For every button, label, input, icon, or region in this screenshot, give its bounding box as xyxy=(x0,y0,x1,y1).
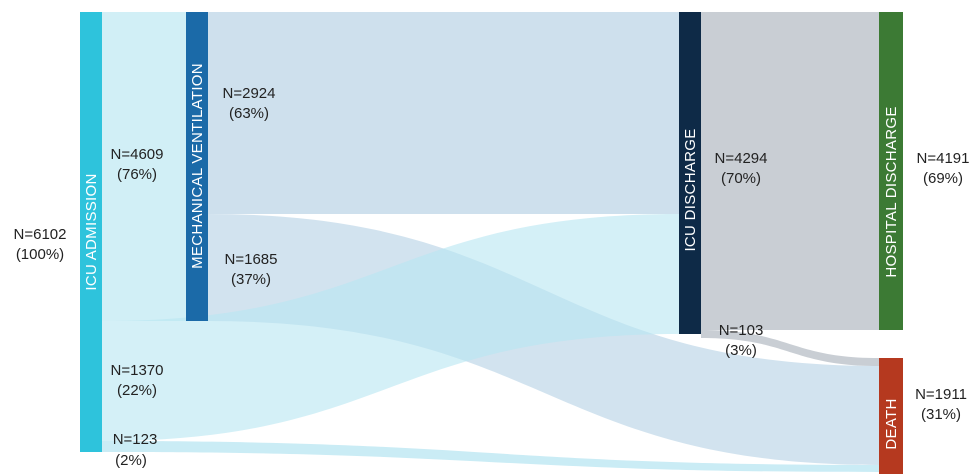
flow-admission-to-icu-discharge xyxy=(102,214,679,441)
admission-count: N=6102 xyxy=(14,226,67,243)
ventilation-to-icu-discharge-count: N=2924 xyxy=(223,85,276,102)
icu-discharge-to-death-pct: (3%) xyxy=(725,342,757,359)
flow-bands xyxy=(102,12,879,472)
flow-ventilation-to-icu-discharge xyxy=(208,12,679,214)
flow-admission-to-death xyxy=(102,441,879,472)
node-death xyxy=(879,358,903,474)
node-icu-discharge xyxy=(679,12,701,334)
nodes: ICU ADMISSION MECHANICAL VENTILATION ICU… xyxy=(80,12,903,474)
death-pct: (31%) xyxy=(921,406,961,423)
node-icu-admission xyxy=(80,12,102,452)
admission-pct: (100%) xyxy=(16,246,64,263)
admission-to-death-count: N=123 xyxy=(113,431,158,448)
node-mechanical-ventilation xyxy=(186,12,208,321)
admission-to-icu-discharge-pct: (22%) xyxy=(117,382,157,399)
icu-discharge-to-death-count: N=103 xyxy=(719,322,764,339)
admission-to-icu-discharge-count: N=1370 xyxy=(111,362,164,379)
admission-to-death-pct: (2%) xyxy=(115,452,147,469)
node-label-death: DEATH xyxy=(883,398,900,449)
hospital-discharge-pct: (69%) xyxy=(923,170,963,187)
node-label-hospital-discharge: HOSPITAL DISCHARGE xyxy=(883,106,900,277)
node-label-icu-admission: ICU ADMISSION xyxy=(83,173,100,290)
admission-to-ventilation-count: N=4609 xyxy=(111,146,164,163)
flow-icu-discharge-to-death xyxy=(701,330,879,366)
admission-to-ventilation-pct: (76%) xyxy=(117,166,157,183)
flow-icu-discharge-to-hospital-discharge xyxy=(701,12,879,330)
icu-discharge-count: N=4294 xyxy=(715,150,768,167)
ventilation-to-icu-discharge-pct: (63%) xyxy=(229,105,269,122)
death-count: N=1911 xyxy=(915,386,967,403)
icu-discharge-pct: (70%) xyxy=(721,170,761,187)
hospital-discharge-count: N=4191 xyxy=(917,150,970,167)
ventilation-to-death-count: N=1685 xyxy=(225,251,278,268)
node-label-mechanical-ventilation: MECHANICAL VENTILATION xyxy=(189,63,206,269)
flow-admission-to-ventilation xyxy=(102,12,186,321)
count-labels: N=6102 (100%) N=4609 (76%) N=2924 (63%) … xyxy=(14,85,970,469)
ventilation-to-death-pct: (37%) xyxy=(231,271,271,288)
node-hospital-discharge xyxy=(879,12,903,330)
node-label-icu-discharge: ICU DISCHARGE xyxy=(682,128,699,251)
